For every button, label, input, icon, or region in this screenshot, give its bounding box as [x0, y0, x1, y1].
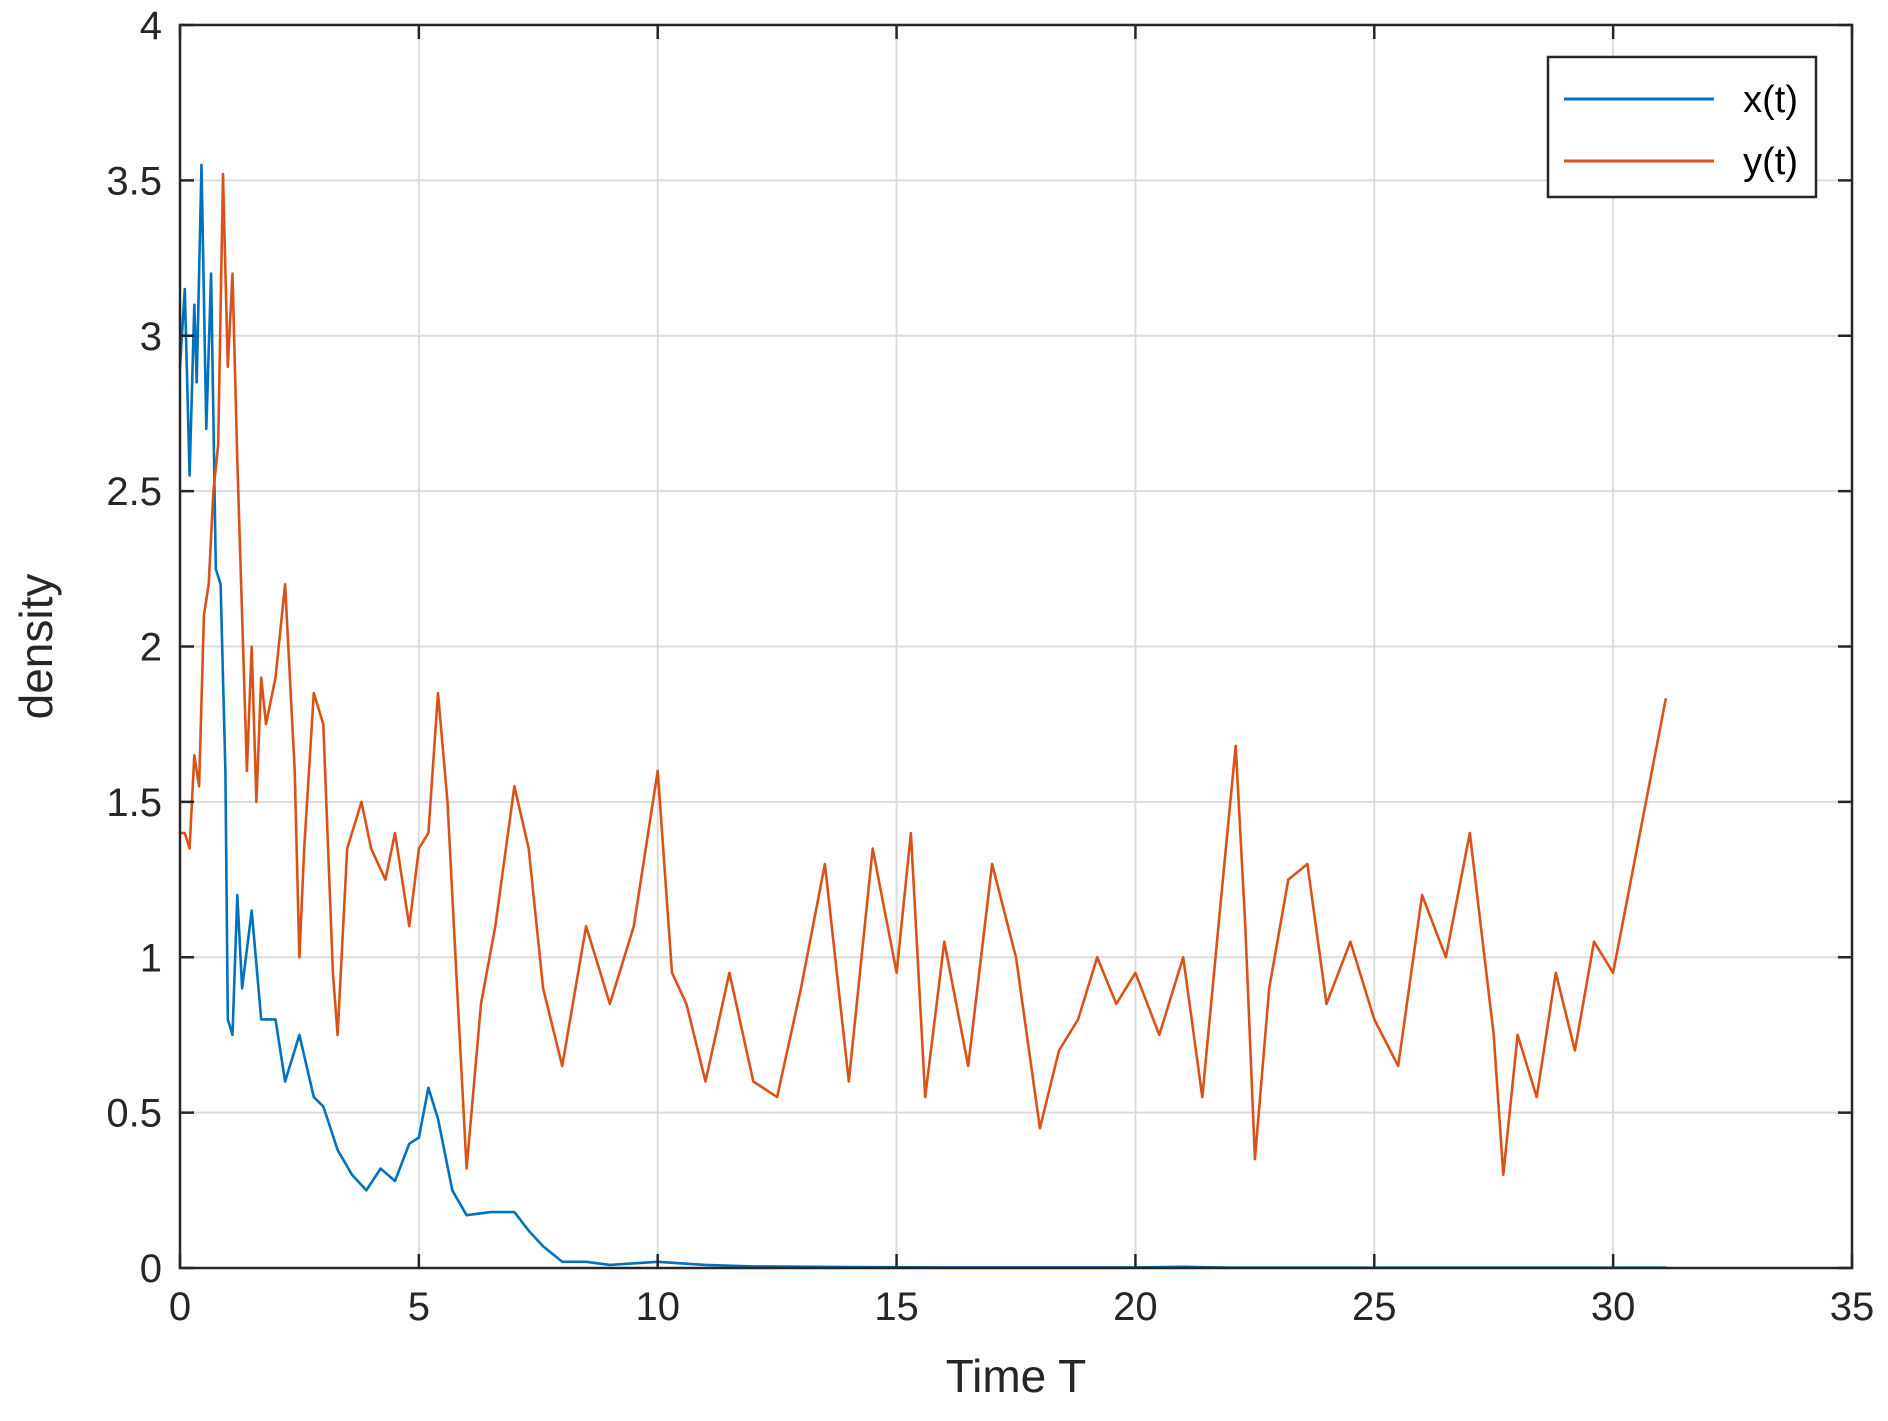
x-tick-label: 30 — [1591, 1285, 1636, 1329]
x-tick-label: 5 — [408, 1285, 430, 1329]
y-tick-label: 3 — [140, 315, 162, 359]
x-tick-label: 0 — [169, 1285, 191, 1329]
x-tick-labels: 0 5 10 15 20 25 30 35 — [169, 1285, 1874, 1329]
legend-label-y: y(t) — [1743, 141, 1798, 183]
axis-ticks — [178, 23, 1854, 1270]
y-tick-label: 1.5 — [106, 781, 162, 825]
y-tick-label: 2 — [140, 626, 162, 670]
y-tick-label: 2.5 — [106, 470, 162, 514]
series-line-y — [178, 172, 1667, 1177]
x-tick-label: 10 — [635, 1285, 680, 1329]
y-tick-label: 0 — [140, 1247, 162, 1291]
legend-box — [1546, 55, 1818, 199]
series-lines — [178, 163, 1667, 1269]
series-line-x — [178, 163, 1667, 1269]
legend: x(t) y(t) — [1546, 55, 1818, 199]
y-tick-label: 0.5 — [106, 1092, 162, 1136]
legend-label-x: x(t) — [1743, 79, 1798, 121]
x-axis-label: Time T — [946, 1350, 1087, 1402]
x-tick-label: 35 — [1830, 1285, 1875, 1329]
y-tick-label: 1 — [140, 936, 162, 980]
x-tick-label: 25 — [1352, 1285, 1397, 1329]
x-tick-label: 15 — [874, 1285, 919, 1329]
y-axis-label: density — [10, 574, 62, 720]
y-tick-labels: 0 0.5 1 1.5 2 2.5 3 3.5 4 — [106, 4, 162, 1291]
x-tick-label: 20 — [1113, 1285, 1158, 1329]
y-tick-label: 4 — [140, 4, 162, 48]
y-tick-label: 3.5 — [106, 159, 162, 203]
